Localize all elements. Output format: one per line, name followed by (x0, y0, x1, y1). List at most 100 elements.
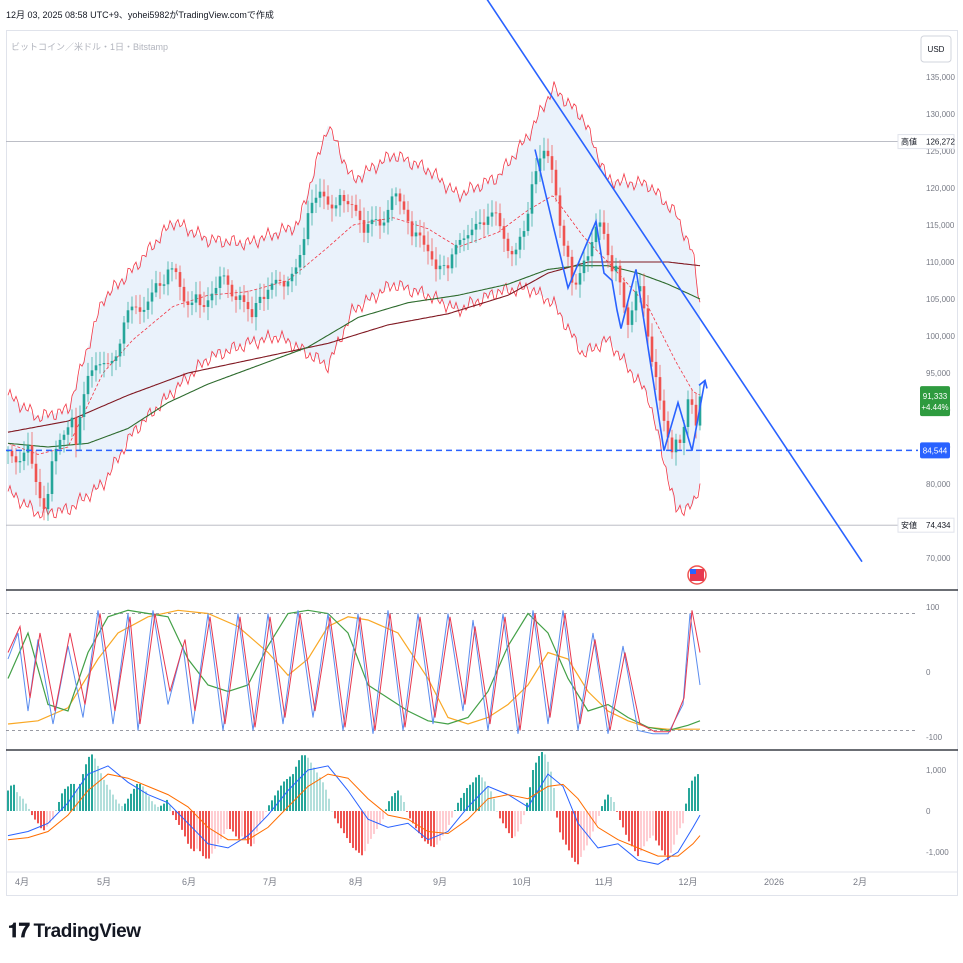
macd-bar (277, 790, 279, 811)
macd-bar (148, 796, 150, 811)
macd-bar (388, 801, 390, 811)
candle-body (538, 158, 542, 172)
candle-body (510, 250, 514, 255)
macd-bar (475, 777, 477, 811)
candle-body (378, 219, 382, 226)
macd-bar (502, 811, 504, 824)
macd-bar (142, 786, 144, 811)
candle-body (322, 191, 326, 197)
macd-bar (481, 777, 483, 811)
macd-bar (286, 779, 288, 811)
macd-bar (334, 811, 336, 819)
macd-bar (394, 792, 396, 811)
candle-body (374, 219, 378, 220)
candle-body (346, 201, 350, 205)
macd-bar (535, 762, 537, 811)
candle-body (150, 292, 154, 302)
macd-tick-label: 0 (926, 807, 931, 816)
macd-bar (214, 811, 216, 849)
macd-bar (382, 811, 384, 820)
candle-body (370, 219, 374, 225)
macd-bar (19, 796, 21, 811)
macd-bar (91, 754, 93, 811)
low-value: 74,434 (926, 521, 951, 530)
macd-bar (181, 811, 183, 830)
macd-bar (190, 811, 192, 849)
macd-bar (241, 811, 243, 837)
candle-body (38, 481, 42, 499)
macd-bar (301, 755, 303, 811)
time-tick-label: 7月 (263, 877, 277, 887)
macd-bar (196, 811, 198, 849)
wave-path (534, 149, 706, 451)
price-tick-label: 130,000 (926, 110, 955, 119)
time-tick-label: 12月 (678, 877, 697, 887)
candle-body (426, 244, 430, 252)
macd-bar (697, 774, 699, 811)
macd-bar (367, 811, 369, 844)
candle-body (162, 284, 166, 286)
candle-body (590, 242, 594, 257)
macd-bar (154, 804, 156, 811)
macd-bar (397, 790, 399, 811)
candle-body (550, 156, 554, 170)
macd-bar (40, 811, 42, 829)
candle-body (498, 213, 502, 227)
candle-body (190, 302, 194, 305)
candle-body (562, 225, 566, 246)
macd-bar (631, 811, 633, 847)
macd-bar (343, 811, 345, 834)
candle-body (438, 265, 442, 270)
candle-body (578, 273, 582, 285)
macd-bar (688, 788, 690, 811)
high-label: 高値 (901, 137, 917, 147)
macd-bar (205, 811, 207, 859)
candle-body (430, 251, 434, 260)
macd-bar (376, 811, 378, 830)
time-tick-label: 5月 (97, 877, 111, 887)
macd-bar (163, 803, 165, 811)
stoch-tick-label: -100 (926, 733, 943, 742)
candle-body (14, 456, 18, 463)
macd-bar (601, 806, 603, 811)
candle-body (670, 437, 674, 453)
tradingview-logo[interactable]: 𝟏𝟕 TradingView (8, 920, 141, 943)
macd-bar (679, 811, 681, 829)
candle-body (410, 221, 414, 237)
price-tick-label: 70,000 (926, 554, 951, 563)
macd-bar (424, 811, 426, 842)
macd-bar (595, 811, 597, 825)
macd-tick-label: -1,000 (926, 848, 949, 857)
candle-body (170, 268, 174, 270)
macd-bar (565, 811, 567, 845)
candle-body (402, 201, 406, 210)
bollinger-fill (8, 90, 700, 514)
macd-bar (193, 811, 195, 852)
macd-bar (427, 811, 429, 844)
macd-bar (520, 811, 522, 825)
candle-body (298, 255, 302, 268)
macd-bar (106, 784, 108, 811)
currency-box (920, 35, 952, 63)
macd-bar (46, 811, 48, 827)
candle-body (666, 420, 670, 438)
candle-body (42, 498, 46, 510)
candle-body (502, 226, 506, 239)
candle-body (422, 235, 426, 245)
macd-bar (340, 811, 342, 829)
time-tick-label: 11月 (595, 877, 613, 887)
candle-body (678, 439, 682, 443)
macd-bar (118, 803, 120, 811)
candle-body (690, 399, 694, 405)
macd-bar (442, 811, 444, 836)
macd-bar (133, 788, 135, 811)
candle-body (646, 308, 650, 337)
candle-body (262, 296, 266, 300)
candle-body (414, 232, 418, 237)
candle-body (126, 310, 130, 323)
time-tick-label: 9月 (433, 877, 447, 887)
macd-bar (67, 786, 69, 811)
macd-bar (526, 802, 528, 811)
macd-bar (58, 801, 60, 811)
